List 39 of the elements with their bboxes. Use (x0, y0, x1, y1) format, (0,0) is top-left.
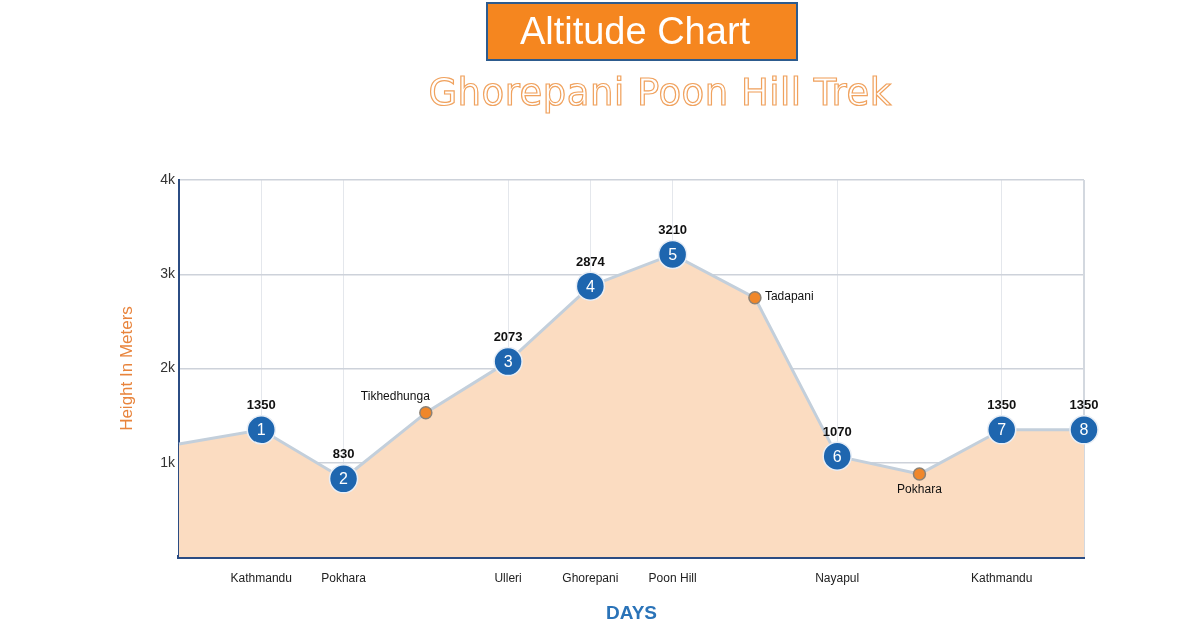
y-axis-title: Height In Meters (116, 306, 136, 431)
point (246, 415, 277, 445)
annotation: 7 (997, 421, 1007, 439)
data-label: 830 (332, 446, 355, 462)
annotation: 6 (832, 447, 842, 465)
x-tick-label: Ulleri (494, 570, 522, 585)
data-label: 2073 (493, 329, 523, 345)
x-tick-label: Poon Hill (648, 570, 697, 585)
x-tick-label: Nayapul (815, 570, 860, 585)
data-label: 3210 (658, 222, 688, 238)
data-label: 1070 (822, 423, 852, 439)
chart-subtitle: Ghorepani Poon Hill Trek (427, 70, 893, 116)
annotation: Pokhara (897, 482, 943, 497)
x-tick-label: Kathmandu (230, 570, 292, 585)
data-label: 2874 (575, 253, 606, 269)
data-label: 1350 (246, 397, 276, 413)
annotation: Tikhedhunga (360, 389, 431, 404)
x-tick-label: Pokhara (321, 570, 367, 585)
point (748, 291, 762, 305)
x-axis-title: DAYS (605, 601, 658, 623)
point (912, 467, 927, 481)
x-tick-label: Kathmandu (971, 570, 1033, 585)
y-tick-label: 3k (160, 265, 176, 282)
data-label: 1350 (1069, 397, 1099, 413)
annotation: 3 (503, 353, 513, 371)
annotation: 4 (585, 277, 595, 295)
data-label: 1350 (987, 397, 1017, 413)
annotation: 8 (1079, 421, 1089, 439)
x-tick-label: Ghorepani (562, 570, 619, 585)
annotation: 1 (256, 421, 266, 439)
annotation: 5 (668, 245, 678, 263)
y-tick-label: 4k (160, 170, 176, 187)
point (657, 239, 688, 270)
annotation: 2 (339, 470, 349, 488)
y-tick-label: 1k (160, 453, 176, 470)
chart-title: Altitude Chart (486, 2, 798, 61)
point (419, 406, 433, 420)
annotation: Tadapani (764, 289, 814, 304)
y-tick-label: 2k (160, 359, 176, 376)
